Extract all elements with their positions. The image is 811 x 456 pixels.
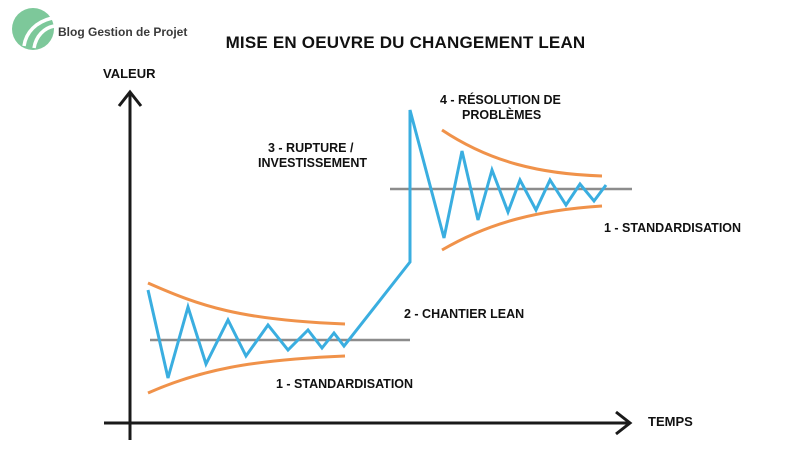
x-axis-label: TEMPS xyxy=(648,414,693,429)
x-axis-arrow xyxy=(615,410,633,436)
signal-line xyxy=(146,109,608,379)
lower-envelope-2 xyxy=(441,204,603,252)
phase-resolution-line1: 4 - RÉSOLUTION DE xyxy=(440,93,561,107)
upper-envelope-2 xyxy=(441,128,603,178)
y-axis-arrow xyxy=(117,89,143,107)
brand-logo xyxy=(10,6,58,52)
page-title: MISE EN OEUVRE DU CHANGEMENT LEAN xyxy=(225,33,586,52)
phase-chantier-lean: 2 - CHANTIER LEAN xyxy=(404,307,525,321)
lower-envelope-1 xyxy=(147,354,346,395)
phase-rupture-line2: INVESTISSEMENT xyxy=(258,156,368,170)
phase-standardisation-1: 1 - STANDARDISATION xyxy=(276,377,414,391)
y-axis-label: VALEUR xyxy=(103,66,156,81)
phase-standardisation-2: 1 - STANDARDISATION xyxy=(604,221,742,235)
phase-resolution-line2: PROBLÈMES xyxy=(462,108,542,122)
phase-rupture-line1: 3 - RUPTURE / xyxy=(268,141,354,155)
brand-name: Blog Gestion de Projet xyxy=(58,25,188,39)
upper-envelope-1 xyxy=(147,281,346,326)
leaf-logo-icon xyxy=(12,8,55,50)
